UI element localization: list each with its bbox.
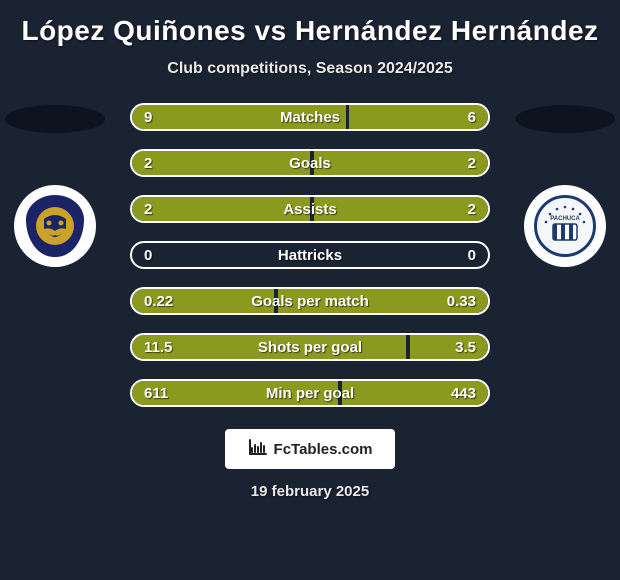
left-team-badge: [14, 185, 96, 267]
stat-label: Goals: [132, 151, 488, 175]
right-team-column: PACHUCA: [510, 103, 620, 267]
chart-icon: [248, 438, 268, 461]
stat-label: Shots per goal: [132, 335, 488, 359]
stat-row: 0.220.33Goals per match: [130, 287, 490, 315]
stat-label: Min per goal: [132, 381, 488, 405]
main-area: 96Matches 22Goals 22Assists 00Hattricks 0.22…: [0, 103, 620, 407]
right-team-badge: PACHUCA: [524, 185, 606, 267]
stat-row: 00Hattricks: [130, 241, 490, 269]
footer-date: 19 february 2025: [0, 483, 620, 500]
right-shadow: [515, 105, 615, 133]
subtitle: Club competitions, Season 2024/2025: [0, 60, 620, 78]
pachuca-crest-icon: PACHUCA: [534, 195, 596, 257]
stat-label: Hattricks: [132, 243, 488, 267]
brand-logo: FcTables.com: [225, 429, 395, 469]
pumas-crest-icon: [26, 195, 84, 257]
left-team-column: [0, 103, 110, 267]
stat-row: 11.53.5Shots per goal: [130, 333, 490, 361]
left-shadow: [5, 105, 105, 133]
stat-label: Goals per match: [132, 289, 488, 313]
svg-text:PACHUCA: PACHUCA: [550, 216, 580, 222]
stat-row: 22Goals: [130, 149, 490, 177]
stat-row: 96Matches: [130, 103, 490, 131]
stat-row: 611443Min per goal: [130, 379, 490, 407]
brand-text: FcTables.com: [274, 441, 373, 458]
stat-label: Matches: [132, 105, 488, 129]
comparison-card: López Quiñones vs Hernández Hernández Cl…: [0, 0, 620, 580]
stat-row: 22Assists: [130, 195, 490, 223]
page-title: López Quiñones vs Hernández Hernández: [0, 10, 620, 52]
stat-label: Assists: [132, 197, 488, 221]
stats-column: 96Matches 22Goals 22Assists 00Hattricks 0.22…: [110, 103, 510, 407]
